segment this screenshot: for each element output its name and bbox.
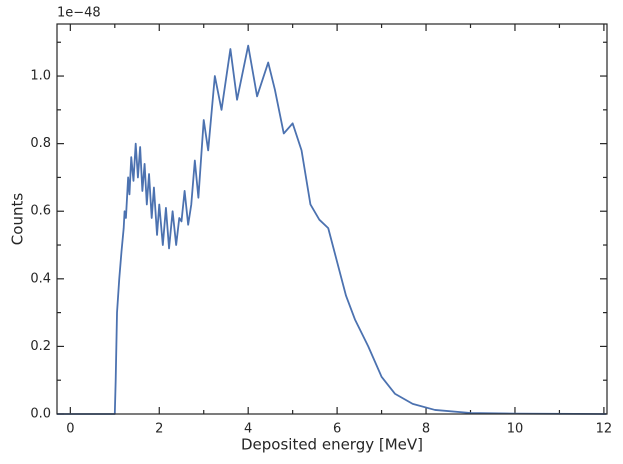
x-tick-label: 12 <box>596 422 613 437</box>
y-tick-label: 0.4 <box>30 271 51 286</box>
y-tick-label: 0.0 <box>30 407 51 422</box>
y-tick-label: 0.2 <box>30 339 51 354</box>
y-tick-label: 0.8 <box>30 136 51 151</box>
x-tick-label: 6 <box>333 422 341 437</box>
x-tick-label: 4 <box>244 422 252 437</box>
y-tick-label: 0.6 <box>30 204 51 219</box>
plot-frame <box>56 23 608 415</box>
x-tick-label: 2 <box>155 422 163 437</box>
x-axis-label: Deposited energy [MeV] <box>241 436 423 454</box>
y-offset-text: 1e−48 <box>57 6 101 21</box>
data-line <box>57 44 607 415</box>
y-tick-label: 1.0 <box>30 69 51 84</box>
x-tick-label: 10 <box>507 422 524 437</box>
y-axis-label: Counts <box>9 193 27 246</box>
x-tick-label: 8 <box>422 422 430 437</box>
x-tick-label: 0 <box>66 422 74 437</box>
